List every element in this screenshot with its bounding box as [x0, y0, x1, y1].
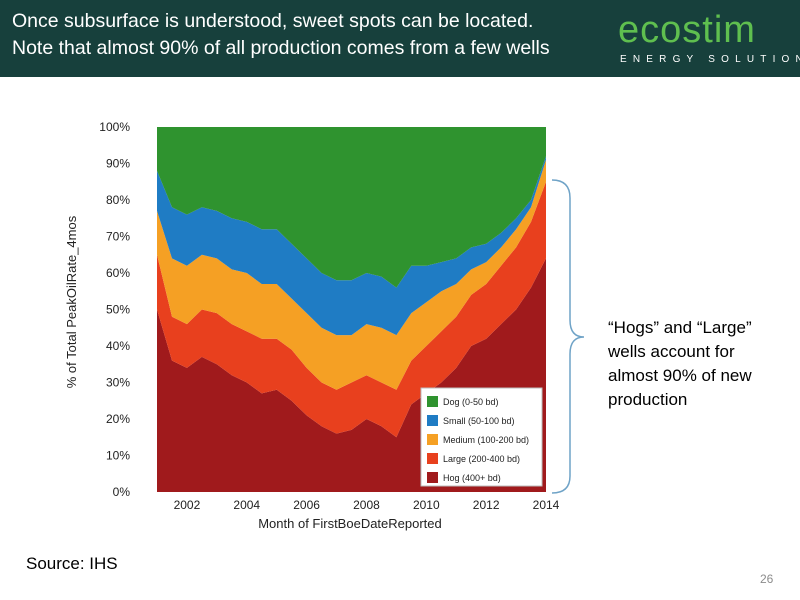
x-axis-label: Month of FirstBoeDateReported [258, 516, 442, 531]
slide-title-line-2: Note that almost 90% of all production c… [12, 37, 550, 59]
slide-title: Once subsurface is understood, sweet spo… [12, 8, 602, 62]
y-tick-label: 0% [113, 485, 131, 499]
callout-bracket [551, 179, 585, 494]
y-tick-label: 70% [106, 230, 130, 244]
legend-box [420, 387, 543, 487]
area-large [157, 181, 546, 438]
y-tick-label: 20% [106, 412, 130, 426]
legend-label: Dog (0-50 bd) [443, 397, 499, 407]
legend-swatch [427, 396, 438, 407]
x-tick-label: 2014 [533, 498, 560, 512]
legend-swatch [427, 453, 438, 464]
logo-subtitle: ENERGY SOLUTIONS [620, 54, 800, 65]
area-dog [157, 127, 546, 288]
chart-legend: Dog (0-50 bd) Small (50-100 bd) Medium (10… [420, 387, 543, 487]
legend-swatch [427, 472, 438, 483]
x-tick-label: 2008 [353, 498, 380, 512]
logo-wordmark: ecostim [618, 9, 756, 51]
y-tick-label: 100% [99, 120, 130, 134]
y-tick-label: 50% [106, 303, 130, 317]
slide-title-line-1: Once subsurface is understood, sweet spo… [12, 10, 534, 32]
page-number: 26 [760, 572, 774, 586]
legend-label: Medium (100-200 bd) [443, 435, 529, 445]
legend-label: Hog (400+ bd) [443, 473, 501, 483]
legend-label: Small (50-100 bd) [443, 416, 515, 426]
x-tick-label: 2004 [233, 498, 260, 512]
y-axis: 0% 10% 20% 30% 40% 50% 60% 70% 80% 90% 100% [99, 120, 130, 499]
ecostim-logo: ecostim ENERGY SOLUTIONS [618, 9, 800, 72]
y-tick-label: 90% [106, 157, 130, 171]
y-tick-label: 30% [106, 376, 130, 390]
area-medium [157, 159, 546, 390]
source-note: Source: IHS [26, 554, 118, 573]
x-tick-label: 2010 [413, 498, 440, 512]
area-small [157, 156, 546, 336]
y-tick-label: 80% [106, 193, 130, 207]
y-tick-label: 60% [106, 266, 130, 280]
legend-swatch [427, 415, 438, 426]
y-tick-label: 10% [106, 449, 130, 463]
x-tick-label: 2002 [174, 498, 201, 512]
x-tick-label: 2012 [473, 498, 500, 512]
legend-label: Large (200-400 bd) [443, 454, 520, 464]
y-axis-label: % of Total PeakOilRate_4mos [64, 215, 79, 388]
x-tick-label: 2006 [293, 498, 320, 512]
x-axis: 2002 2004 2006 2008 2010 2012 2014 [174, 498, 560, 512]
legend-swatch [427, 434, 438, 445]
callout-text: “Hogs” and “Large” wells account for alm… [608, 318, 752, 409]
y-tick-label: 40% [106, 339, 130, 353]
slide-header: Once subsurface is understood, sweet spo… [0, 0, 800, 77]
